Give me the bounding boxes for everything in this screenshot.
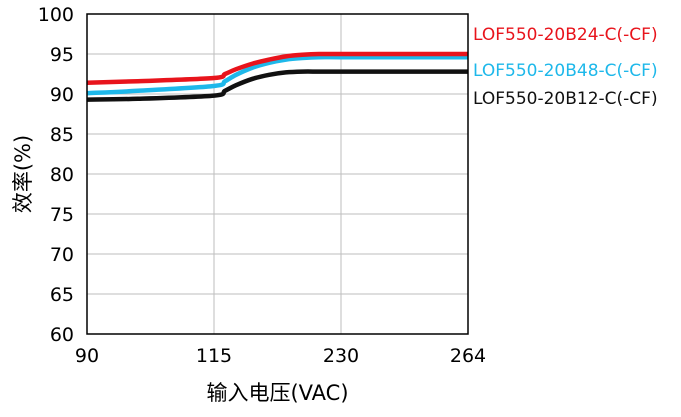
x-tick-labels: 90 115 230 264 bbox=[75, 345, 486, 367]
series-line-b24 bbox=[86, 51, 468, 86]
legend-entry-b24: LOF550-20B24-C(-CF) bbox=[473, 25, 658, 45]
y-tick-label: 65 bbox=[50, 284, 74, 306]
y-tick-label: 95 bbox=[50, 44, 74, 66]
legend-entry-b48: LOF550-20B48-C(-CF) bbox=[473, 61, 658, 81]
x-tick-label: 90 bbox=[75, 345, 99, 367]
y-tick-label: 80 bbox=[50, 164, 74, 186]
y-tick-labels: 60 65 70 75 80 85 90 95 100 bbox=[38, 4, 74, 346]
y-tick-label: 70 bbox=[50, 244, 74, 266]
y-tick-label: 90 bbox=[50, 84, 74, 106]
x-axis-title: 输入电压(VAC) bbox=[206, 381, 348, 405]
series-line-b48 bbox=[86, 54, 468, 96]
x-tick-label: 230 bbox=[323, 345, 359, 367]
y-axis-title: 效率(%) bbox=[11, 135, 35, 213]
y-tick-label: 100 bbox=[38, 4, 74, 26]
legend: LOF550-20B24-C(-CF) LOF550-20B48-C(-CF) LO… bbox=[473, 25, 658, 109]
x-tick-label: 264 bbox=[450, 345, 486, 367]
y-tick-label: 75 bbox=[50, 204, 74, 226]
y-tick-label: 60 bbox=[50, 324, 74, 346]
y-tick-label: 85 bbox=[50, 124, 74, 146]
series-layer bbox=[86, 51, 468, 102]
x-tick-label: 115 bbox=[196, 345, 232, 367]
series-line-b12 bbox=[86, 69, 468, 102]
legend-entry-b12: LOF550-20B12-C(-CF) bbox=[473, 89, 658, 109]
plot-frame bbox=[86, 13, 469, 335]
grid-layer bbox=[87, 14, 468, 334]
